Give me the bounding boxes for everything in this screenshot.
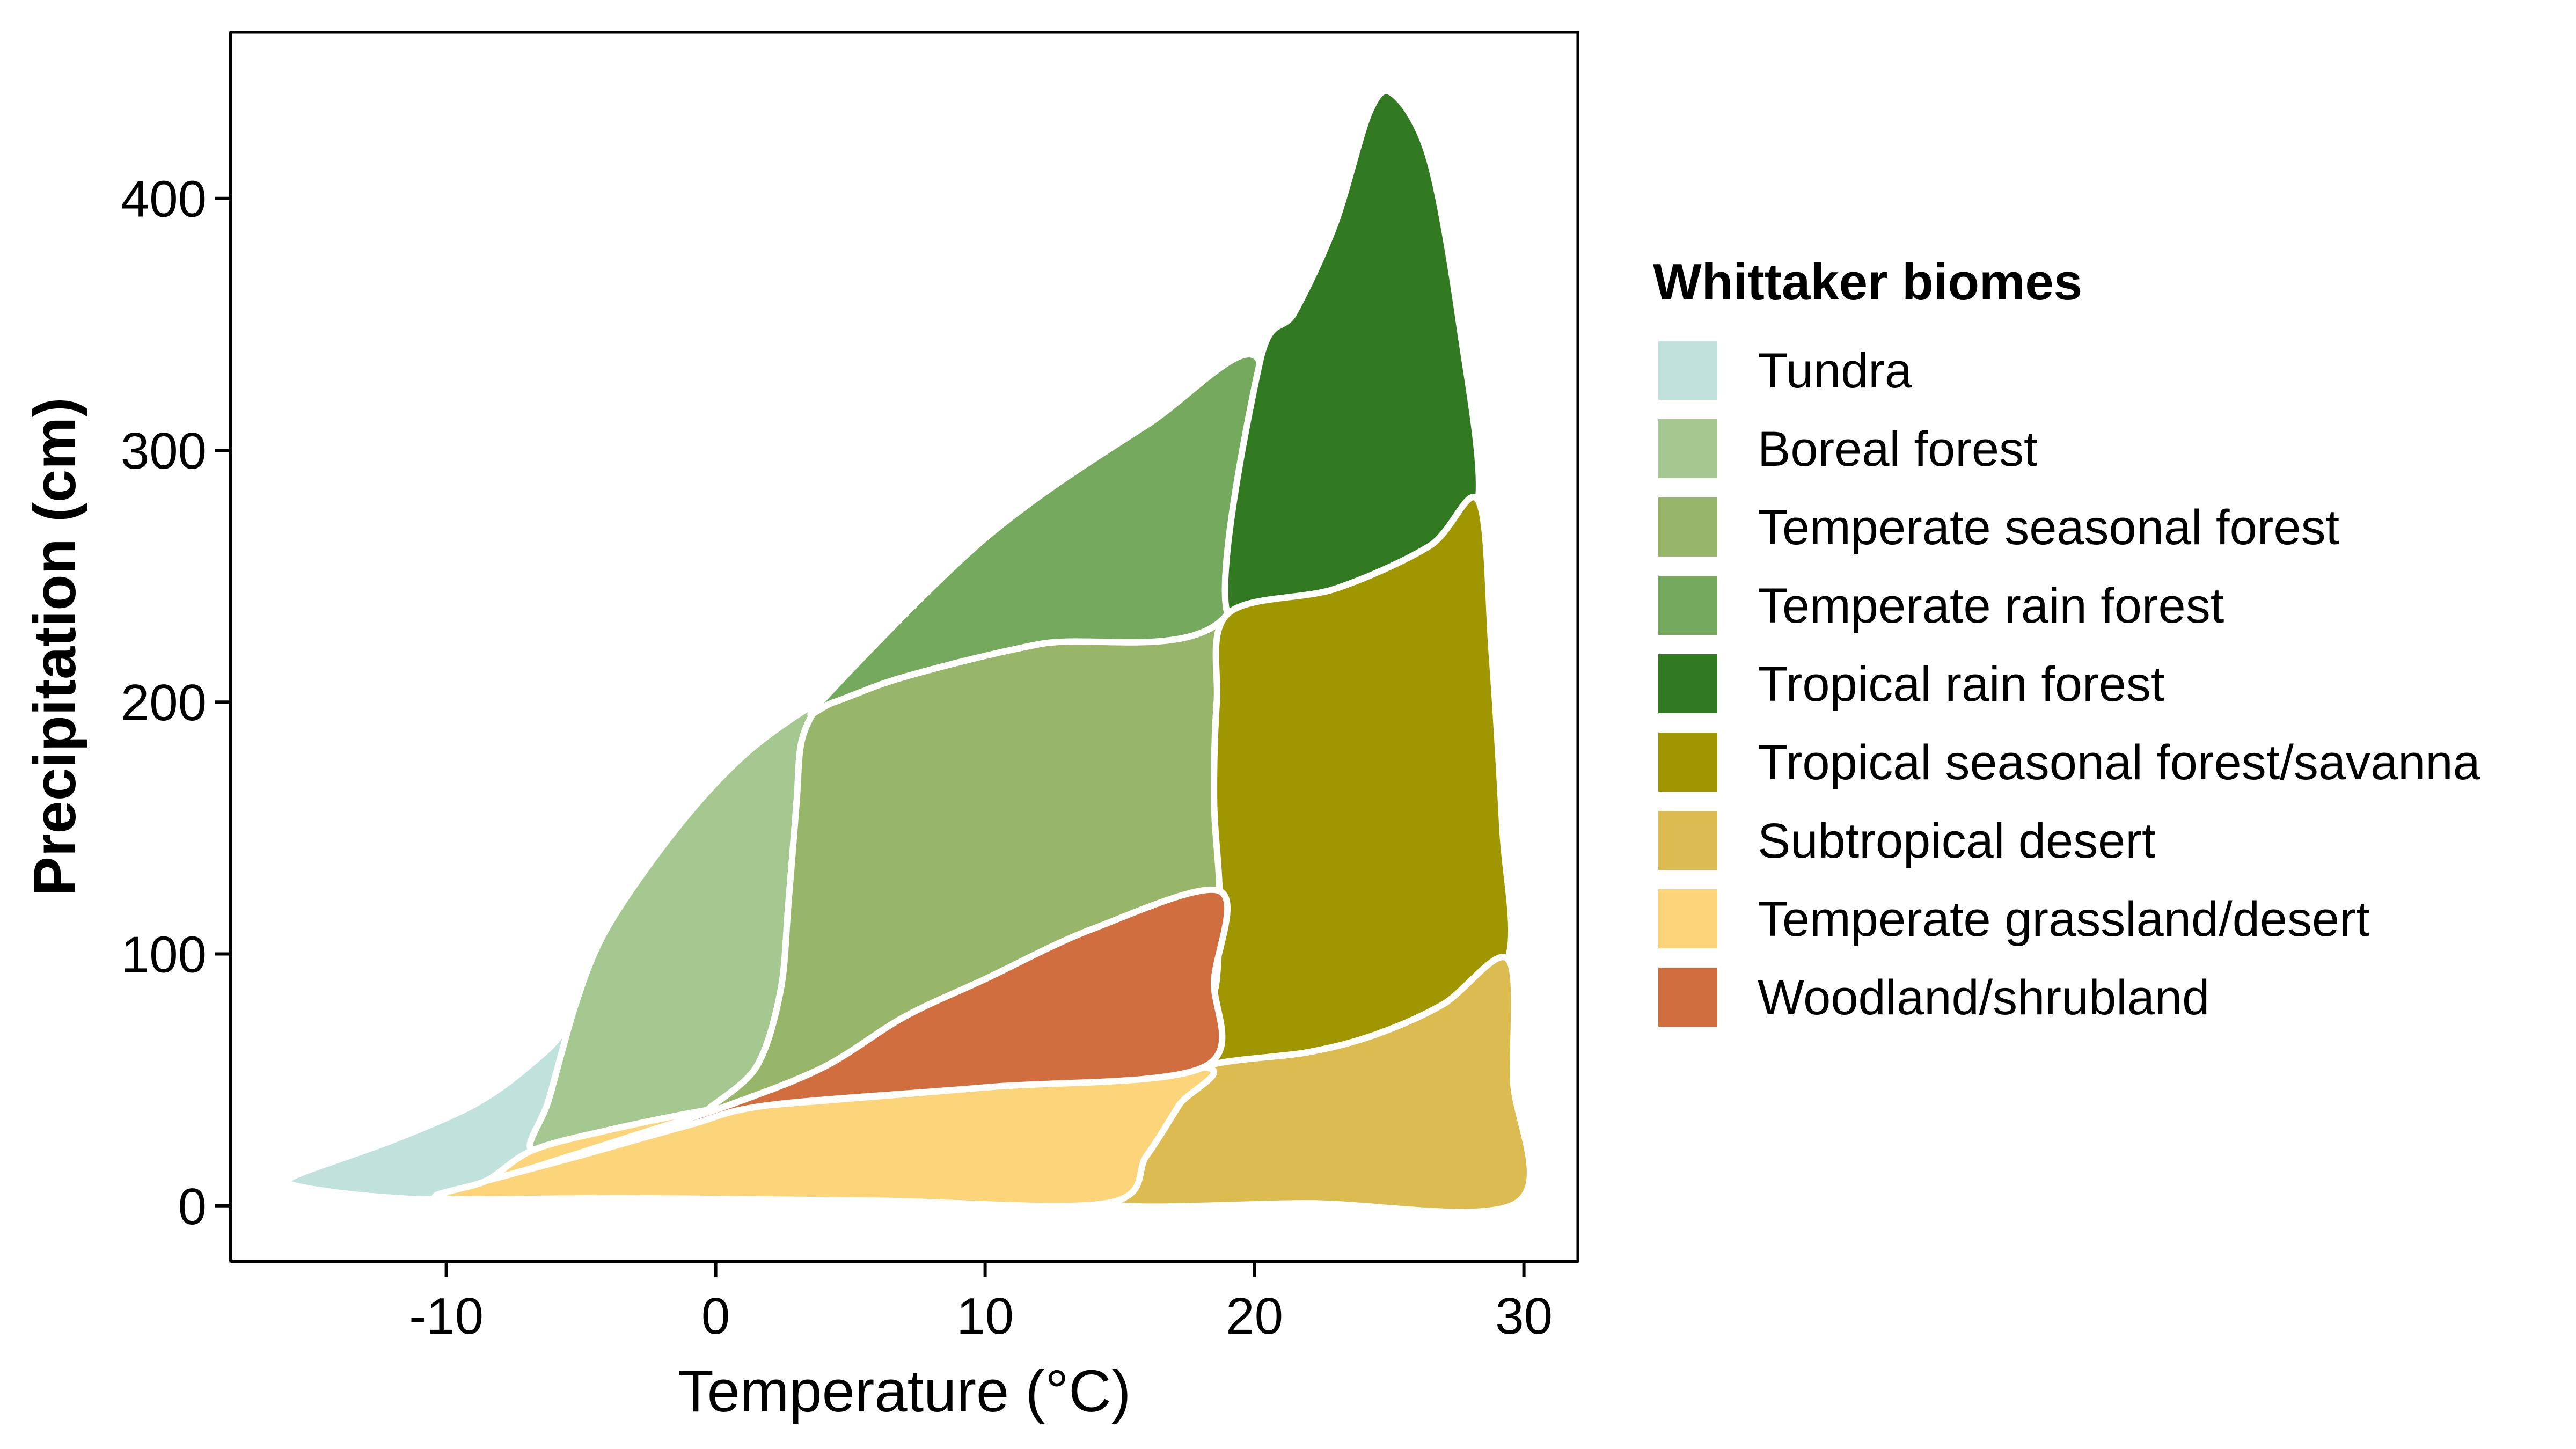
x-tick-label: 0 (701, 1287, 730, 1345)
legend-items: Tundra Boreal forest Temperate seasonal fo… (1653, 335, 2481, 1032)
y-tick-label: 200 (121, 674, 207, 731)
x-axis-title: Temperature (°C) (678, 1358, 1131, 1424)
legend-label-subtropical-desert: Subtropical desert (1758, 814, 2156, 868)
legend-key-tropical-rain-forest (1653, 649, 1723, 719)
legend-label-tundra: Tundra (1758, 343, 1913, 398)
legend-label-temperate-rain-forest: Temperate rain forest (1758, 579, 2224, 633)
x-tick-label: 30 (1495, 1287, 1553, 1345)
y-axis-title: Precipitation (cm) (22, 397, 88, 896)
legend-key-temperate-grassland-desert (1653, 884, 1723, 954)
y-axis: 0 100 200 300 400 (121, 32, 232, 1261)
legend-key-temperate-seasonal-forest (1653, 492, 1723, 562)
legend-key-tundra (1653, 335, 1723, 405)
y-tick-label: 100 (121, 926, 207, 984)
legend-key-boreal-forest (1653, 414, 1723, 484)
legend-label-tropical-seasonal-forest-savanna: Tropical seasonal forest/savanna (1758, 735, 2481, 790)
x-tick-label: 20 (1226, 1287, 1283, 1345)
legend-key-woodland-shrubland (1653, 962, 1723, 1032)
legend-key-temperate-rain-forest (1653, 570, 1723, 640)
y-tick-label: 300 (121, 422, 207, 480)
legend-label-woodland-shrubland: Woodland/shrubland (1758, 970, 2209, 1025)
y-tick-label: 400 (121, 171, 207, 228)
x-tick-label: -10 (409, 1287, 484, 1345)
x-tick-label: 10 (956, 1287, 1014, 1345)
legend-key-tropical-seasonal-forest-savanna (1653, 727, 1723, 797)
biome-regions (282, 87, 1533, 1216)
legend-key-subtropical-desert (1653, 806, 1723, 875)
legend-label-temperate-grassland-desert: Temperate grassland/desert (1758, 892, 2369, 947)
x-axis: -10 0 10 20 30 (231, 1260, 1578, 1345)
biome-region-woodland-shrubland (482, 886, 1231, 1184)
legend: Whittaker biomes Tundra Boreal forest Temp… (1653, 253, 2481, 1032)
legend-label-boreal-forest: Boreal forest (1758, 422, 2038, 477)
legend-title: Whittaker biomes (1653, 253, 2082, 311)
legend-label-tropical-rain-forest: Tropical rain forest (1758, 657, 2164, 712)
y-tick-label: 0 (178, 1178, 207, 1235)
legend-label-temperate-seasonal-forest: Temperate seasonal forest (1758, 500, 2339, 555)
